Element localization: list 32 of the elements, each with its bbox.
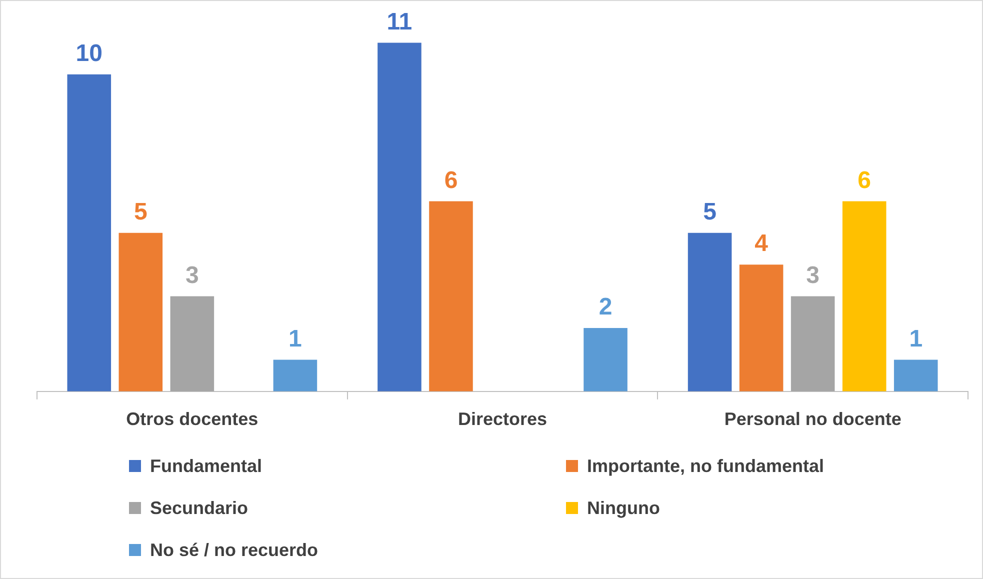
x-tick-label: Directores: [458, 409, 548, 430]
bar: [739, 264, 784, 392]
data-label: 3: [185, 262, 199, 289]
bar: [67, 74, 112, 392]
data-label: 6: [444, 166, 458, 194]
legend-label: No sé / no recuerdo: [150, 540, 318, 560]
bar: [118, 232, 163, 392]
bar: [790, 296, 835, 392]
bar: [584, 328, 628, 392]
legend-label: Secundario: [150, 498, 248, 518]
data-label: 2: [598, 294, 612, 321]
x-tick-label: Otros docentes: [126, 409, 258, 430]
bar: [170, 296, 214, 392]
data-label: 1: [288, 325, 302, 352]
legend-label: Ninguno: [587, 498, 660, 518]
bar: [429, 201, 473, 392]
data-label: 1: [909, 325, 923, 352]
data-label: 3: [806, 262, 820, 289]
bar: [688, 232, 732, 392]
data-label: 10: [76, 40, 102, 68]
data-label: 4: [754, 230, 769, 258]
bar: [378, 42, 422, 392]
data-label: 11: [386, 8, 412, 36]
bar: [894, 360, 938, 392]
data-label: 6: [858, 166, 872, 194]
data-label: 5: [134, 198, 148, 226]
data-label: 5: [703, 198, 716, 226]
bar: [273, 360, 318, 392]
bar: [842, 201, 886, 392]
legend-label: Importante, no fundamental: [587, 456, 824, 476]
x-tick-label: Personal no docente: [724, 409, 902, 430]
legend-label: Fundamental: [150, 456, 262, 476]
